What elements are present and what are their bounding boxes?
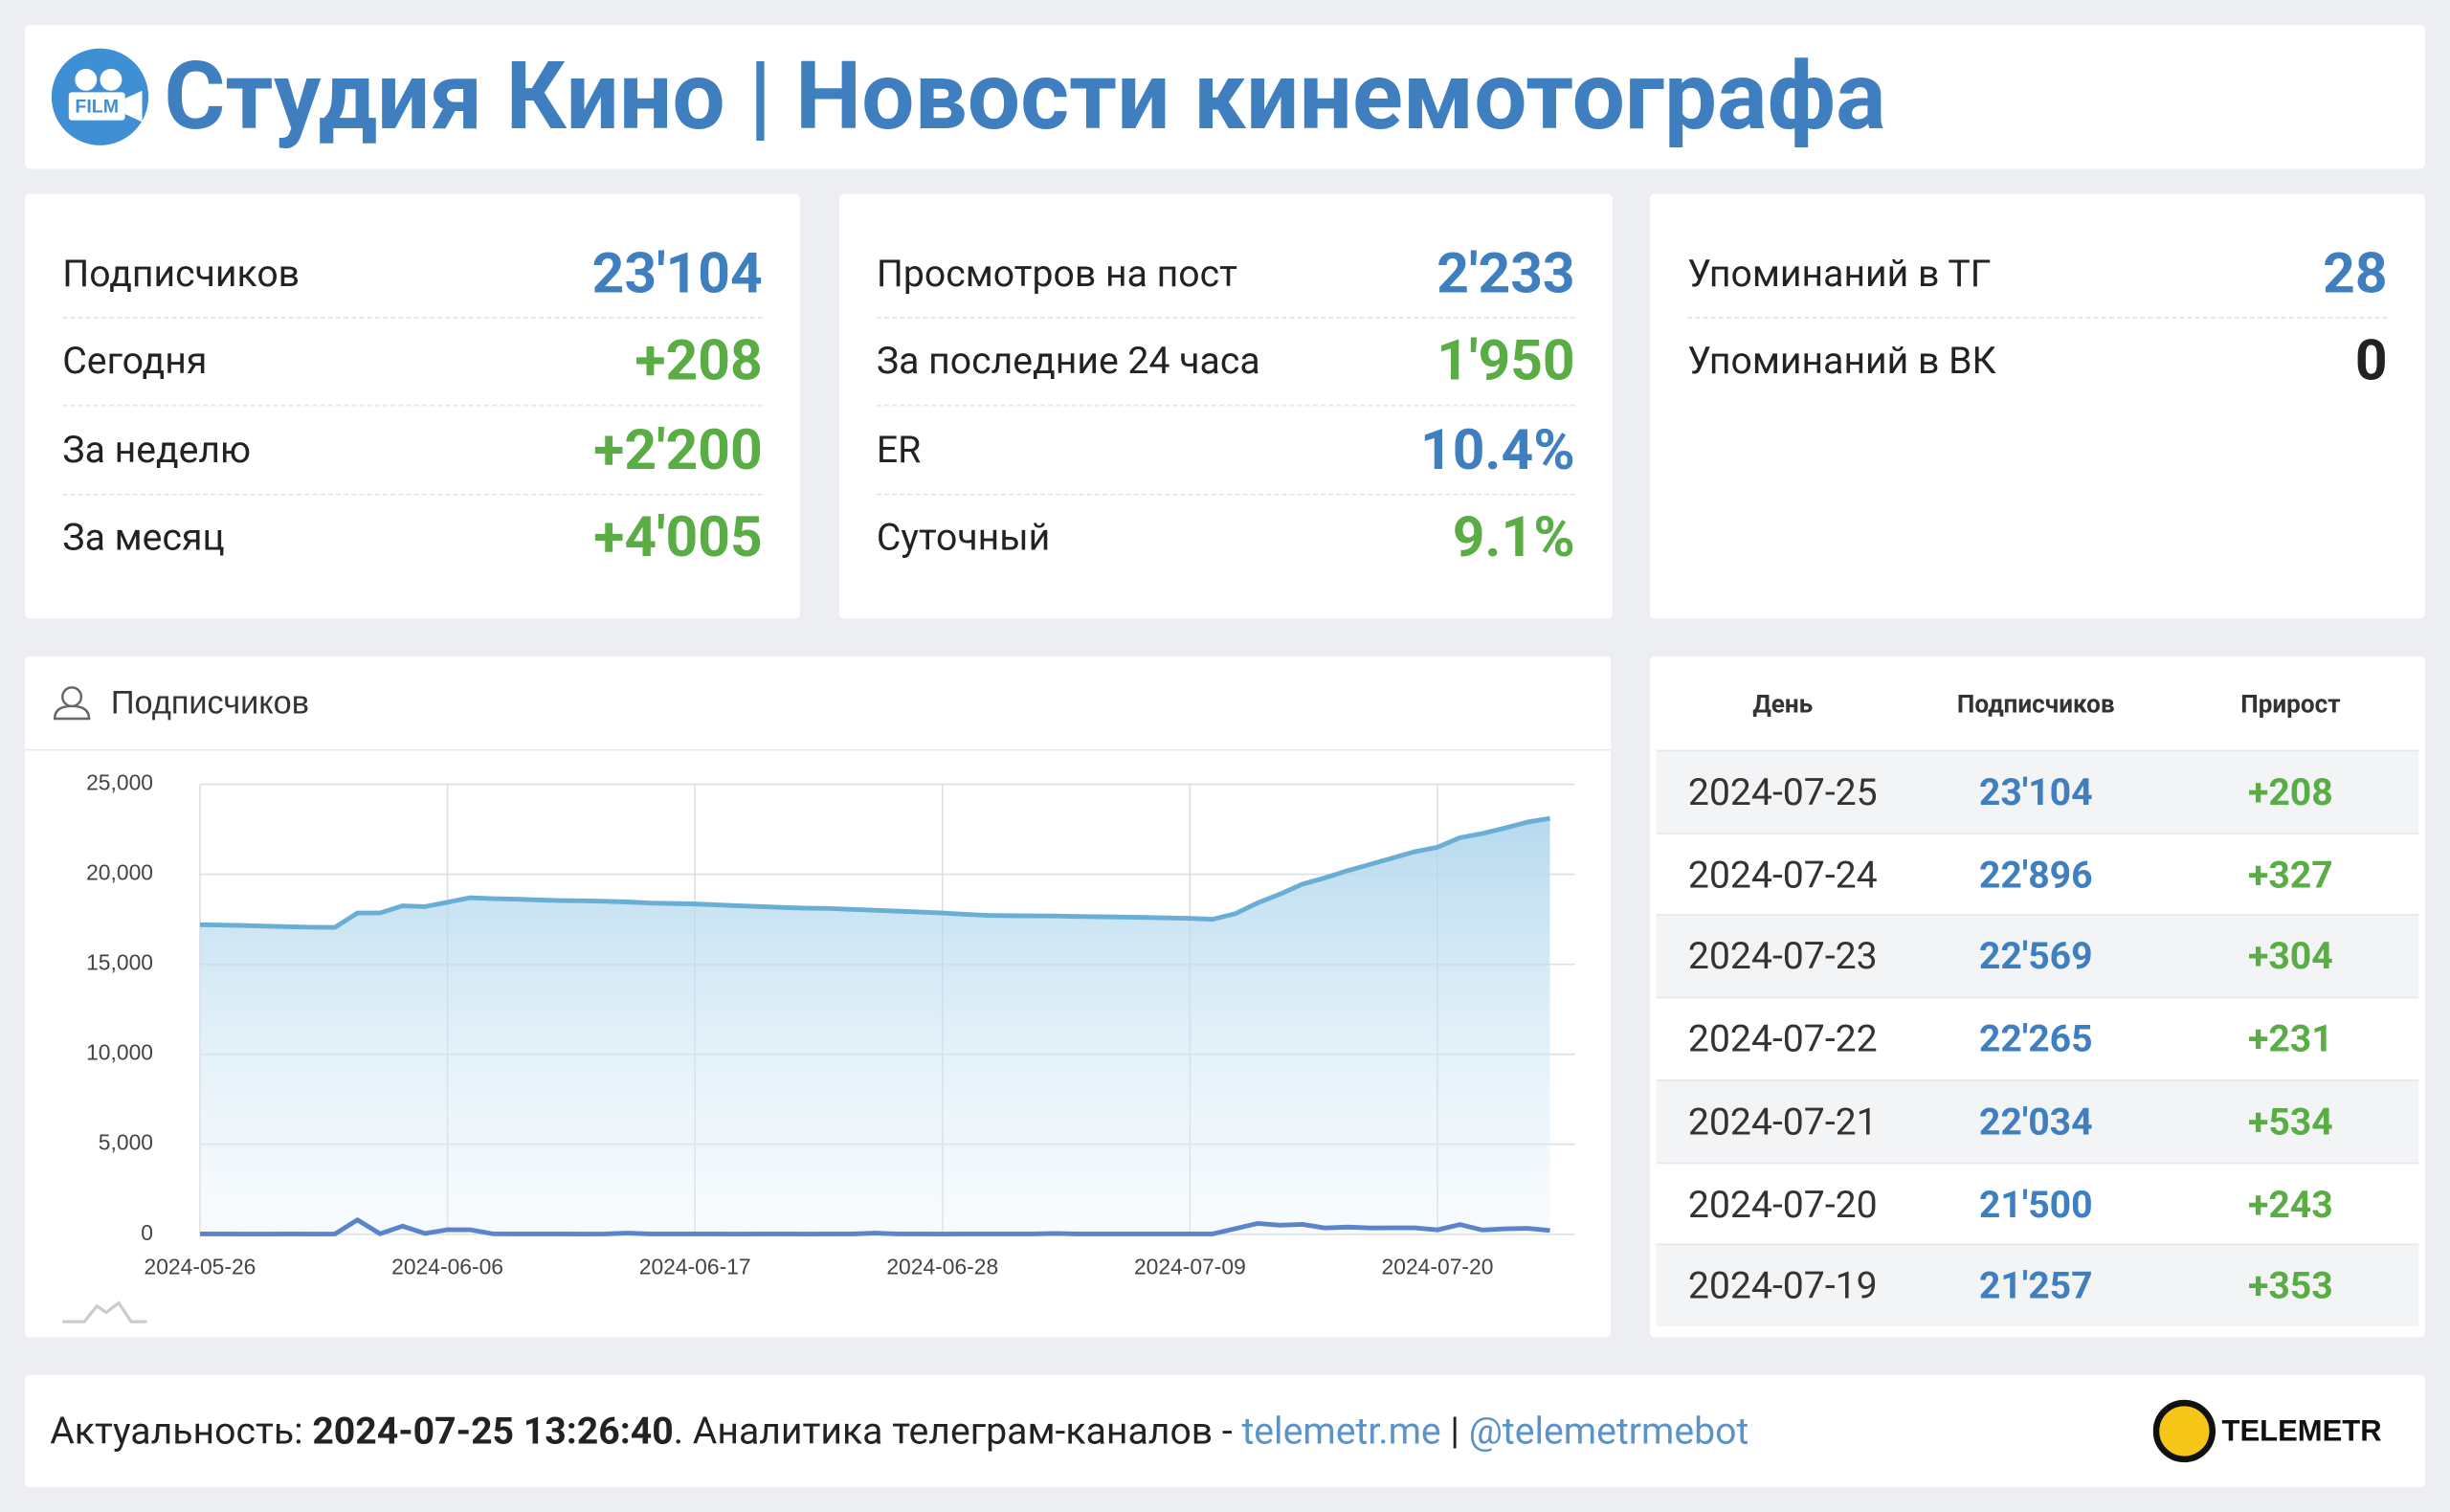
brand-logo: TELEMETR (2152, 1399, 2382, 1463)
stat-label: Подписчиков (62, 251, 301, 296)
table-row: 2024-07-19 21'257 +353 (1656, 1243, 2419, 1327)
table-cell: +243 (2247, 1182, 2333, 1226)
stats-card: Упоминаний в ТГ 28 Упоминаний в ВК 0 (1650, 193, 2425, 619)
stat-label: За последние 24 часа (876, 339, 1260, 383)
x-tick-label: 2024-06-06 (391, 1255, 503, 1279)
stat-value: 0 (2354, 327, 2388, 394)
table-cell: 21'257 (1978, 1264, 2093, 1308)
column-header: День (1752, 688, 1814, 719)
table-cell: 2024-07-23 (1687, 934, 1878, 979)
header: FILM Студия Кино | Новости кинемотографа (25, 25, 2425, 169)
table-row: 2024-07-23 22'569 +304 (1656, 914, 2419, 998)
channel-icon: FILM (51, 48, 149, 145)
x-tick-label: 2024-07-20 (1382, 1255, 1494, 1279)
table-row: 2024-07-21 22'034 +534 (1656, 1078, 2419, 1163)
x-tick-label: 2024-06-17 (639, 1255, 751, 1279)
area (199, 818, 1550, 1234)
x-tick-label: 2024-05-26 (145, 1255, 256, 1279)
data-table: День Подписчиков Прирост 2024-07-25 23'104 +2… (1650, 656, 2425, 1338)
column-header: Подписчиков (1956, 688, 2115, 719)
table-cell: +208 (2247, 769, 2333, 814)
stat-label: Суточный (876, 515, 1051, 560)
stat-value: 23'104 (591, 240, 763, 306)
table-cell: 2024-07-25 (1687, 769, 1878, 814)
table-row: 2024-07-20 21'500 +243 (1656, 1161, 2419, 1245)
column-header: Прирост (2240, 688, 2341, 719)
y-tick-label: 25,000 (86, 770, 153, 795)
stat-label: Сегодня (62, 339, 208, 383)
chart-title: Подписчиков (111, 684, 309, 721)
stats-card: Подписчиков 23'104 Сегодня +208 За неделю +… (25, 193, 800, 619)
timestamp: 2024-07-25 13:26:40 (312, 1409, 674, 1454)
stats-card: Просмотров на пост 2'233 За последние 24 … (838, 193, 1613, 619)
channel-title: Студия Кино | Новости кинемотографа (164, 40, 1886, 152)
table-cell: 2024-07-19 (1687, 1264, 1878, 1308)
table-cell: 2024-07-21 (1687, 1100, 1878, 1144)
footer-text: Актуальность: 2024-07-25 13:26:40. Анали… (50, 1375, 1748, 1488)
separator: | (1450, 1409, 1460, 1454)
table-cell: +327 (2247, 852, 2333, 897)
bot-link[interactable]: @telemetrmebot (1468, 1409, 1749, 1454)
footer-label: Актуальность: (50, 1409, 303, 1454)
table-cell: 21'500 (1978, 1182, 2093, 1226)
icon-text: FILM (75, 97, 119, 118)
x-tick-label: 2024-06-28 (886, 1255, 998, 1279)
table-cell: +231 (2247, 1016, 2333, 1061)
table-cell: 22'569 (1978, 934, 2093, 979)
table-row: 2024-07-24 22'896 +327 (1656, 832, 2419, 916)
brand-name: TELEMETR (2222, 1413, 2382, 1447)
y-tick-label: 15,000 (86, 950, 153, 975)
chart-card: Подписчиков 0 5,000 10,000 15,000 20,000 25,0… (25, 656, 1612, 1338)
table-cell: 23'104 (1978, 769, 2093, 814)
stat-value: 1'950 (1437, 327, 1575, 394)
table-row: 2024-07-25 23'104 +208 (1656, 749, 2419, 834)
table-cell: 2024-07-22 (1687, 1016, 1878, 1061)
users-icon (53, 686, 91, 721)
y-tick-label: 20,000 (86, 860, 153, 885)
line (199, 1217, 1550, 1237)
y-tick-label: 0 (141, 1220, 153, 1245)
table-cell: 2024-07-24 (1687, 852, 1878, 897)
stat-label: Упоминаний в ВК (1687, 339, 1996, 383)
table-cell: 22'265 (1978, 1016, 2093, 1061)
y-tick-label: 10,000 (86, 1040, 153, 1065)
stat-value: +208 (635, 327, 763, 394)
stat-value: +2'200 (593, 416, 763, 483)
table-cell: +304 (2247, 934, 2333, 979)
stat-label: Упоминаний в ТГ (1687, 251, 1992, 296)
stat-label: За неделю (62, 428, 252, 473)
line (199, 815, 1550, 930)
x-tick-label: 2024-07-09 (1134, 1255, 1246, 1279)
y-tick-label: 5,000 (99, 1130, 153, 1155)
footer: Актуальность: 2024-07-25 13:26:40. Анали… (25, 1374, 2425, 1488)
stat-value: 2'233 (1437, 240, 1575, 306)
stat-value: 9.1% (1452, 504, 1575, 570)
mini-chart-icon (62, 1301, 147, 1323)
stat-value: 28 (2323, 240, 2388, 306)
table-cell: 22'896 (1978, 852, 2093, 897)
stat-label: Просмотров на пост (876, 251, 1237, 296)
stat-label: ER (876, 428, 922, 473)
table-row: 2024-07-22 22'265 +231 (1656, 996, 2419, 1080)
table-cell: +534 (2247, 1100, 2333, 1144)
site-link[interactable]: telemetr.me (1241, 1409, 1441, 1454)
table-cell: +353 (2247, 1264, 2333, 1308)
stat-value: +4'005 (593, 504, 763, 570)
chart: Подписчиков 0 5,000 10,000 15,000 20,000 25,0… (25, 684, 1612, 1323)
stat-value: 10.4% (1419, 416, 1575, 483)
footer-desc: . Аналитика телеграм-каналов - (673, 1409, 1233, 1454)
stat-label: За месяц (62, 515, 225, 560)
table-cell: 2024-07-20 (1687, 1182, 1878, 1226)
table-cell: 22'034 (1978, 1100, 2093, 1144)
